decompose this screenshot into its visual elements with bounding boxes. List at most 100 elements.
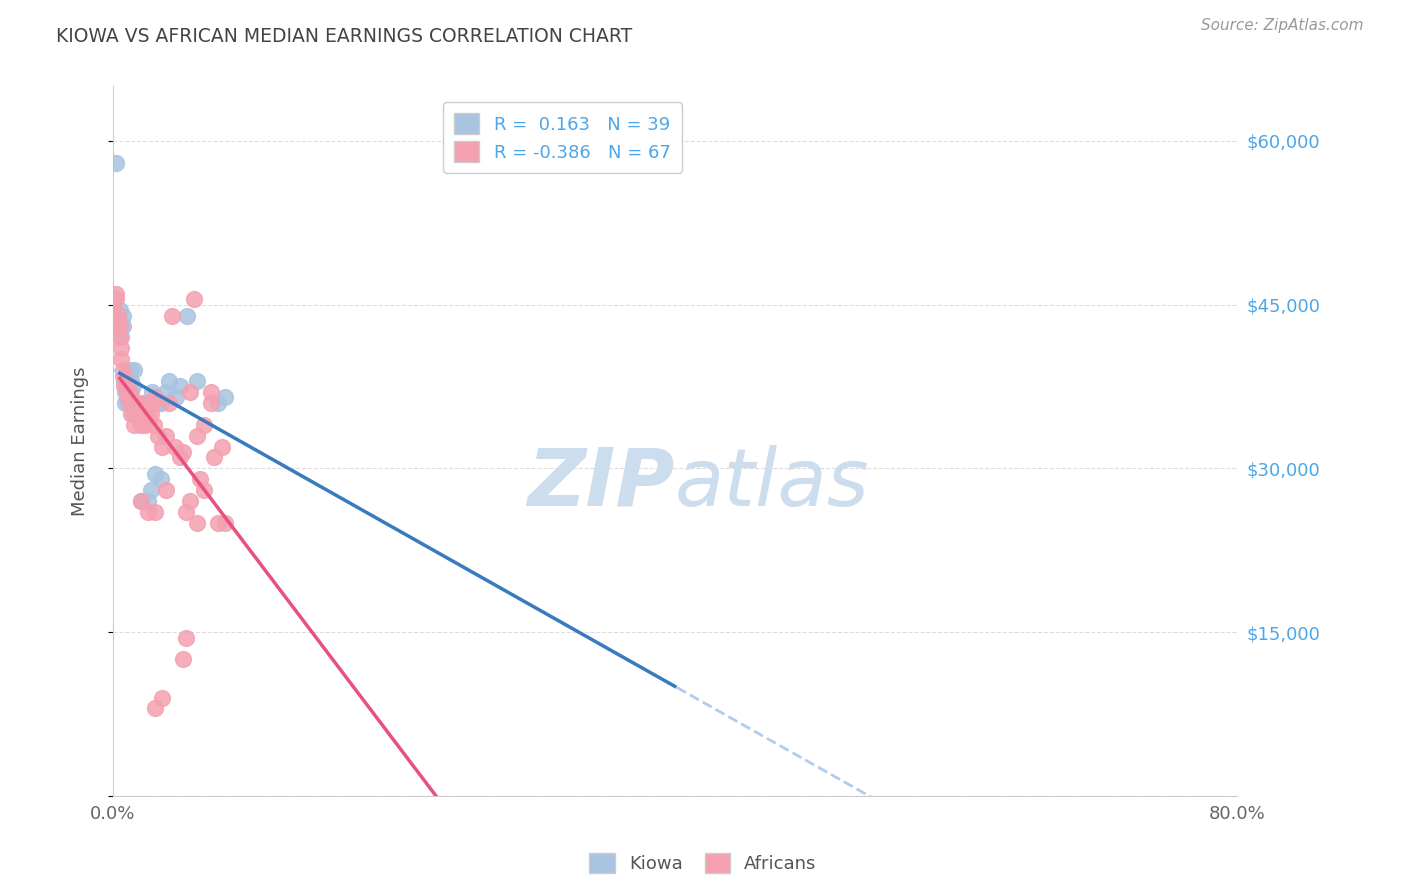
- Point: [111, 363, 134, 377]
- Point: [120, 374, 142, 388]
- Point: [111, 319, 134, 334]
- Point: [150, 690, 173, 705]
- Point: [134, 417, 156, 432]
- Point: [207, 516, 229, 530]
- Point: [118, 396, 141, 410]
- Text: KIOWA VS AFRICAN MEDIAN EARNINGS CORRELATION CHART: KIOWA VS AFRICAN MEDIAN EARNINGS CORRELA…: [56, 27, 633, 45]
- Point: [127, 401, 149, 416]
- Point: [122, 363, 145, 377]
- Point: [122, 407, 145, 421]
- Point: [211, 440, 233, 454]
- Point: [132, 412, 155, 426]
- Point: [108, 303, 131, 318]
- Point: [115, 384, 138, 399]
- Point: [174, 505, 197, 519]
- Point: [169, 450, 191, 465]
- Point: [179, 384, 201, 399]
- Point: [142, 417, 165, 432]
- Point: [103, 303, 125, 318]
- Text: Source: ZipAtlas.com: Source: ZipAtlas.com: [1201, 18, 1364, 33]
- Point: [160, 309, 183, 323]
- Point: [112, 374, 135, 388]
- Point: [107, 319, 129, 334]
- Text: ZIP: ZIP: [527, 444, 675, 523]
- Point: [115, 374, 138, 388]
- Point: [124, 396, 146, 410]
- Point: [179, 494, 201, 508]
- Point: [118, 384, 141, 399]
- Legend: R =  0.163   N = 39, R = -0.386   N = 67: R = 0.163 N = 39, R = -0.386 N = 67: [443, 103, 682, 173]
- Point: [186, 516, 208, 530]
- Point: [112, 379, 135, 393]
- Y-axis label: Median Earnings: Median Earnings: [72, 367, 89, 516]
- Point: [139, 407, 162, 421]
- Point: [110, 341, 132, 355]
- Point: [143, 391, 166, 405]
- Point: [183, 292, 205, 306]
- Point: [155, 428, 177, 442]
- Point: [114, 374, 136, 388]
- Point: [115, 391, 138, 405]
- Point: [186, 374, 208, 388]
- Point: [214, 391, 236, 405]
- Point: [200, 384, 222, 399]
- Point: [121, 379, 143, 393]
- Point: [114, 396, 136, 410]
- Point: [146, 396, 169, 410]
- Point: [110, 330, 132, 344]
- Point: [155, 483, 177, 498]
- Point: [200, 396, 222, 410]
- Point: [138, 412, 160, 426]
- Point: [174, 631, 197, 645]
- Point: [172, 652, 194, 666]
- Text: atlas: atlas: [675, 444, 870, 523]
- Point: [104, 292, 127, 306]
- Point: [117, 391, 139, 405]
- Point: [111, 368, 134, 383]
- Point: [214, 516, 236, 530]
- Point: [121, 396, 143, 410]
- Point: [105, 314, 128, 328]
- Point: [150, 440, 173, 454]
- Point: [127, 396, 149, 410]
- Point: [110, 352, 132, 367]
- Point: [108, 319, 131, 334]
- Point: [172, 445, 194, 459]
- Point: [108, 319, 131, 334]
- Point: [125, 407, 148, 421]
- Point: [104, 155, 127, 169]
- Point: [105, 309, 128, 323]
- Point: [143, 505, 166, 519]
- Point: [104, 286, 127, 301]
- Point: [136, 401, 159, 416]
- Point: [193, 483, 215, 498]
- Point: [118, 363, 141, 377]
- Point: [129, 417, 152, 432]
- Point: [157, 374, 180, 388]
- Point: [186, 428, 208, 442]
- Point: [141, 396, 163, 410]
- Point: [149, 396, 172, 410]
- Point: [143, 701, 166, 715]
- Point: [193, 417, 215, 432]
- Point: [124, 401, 146, 416]
- Point: [129, 494, 152, 508]
- Point: [155, 384, 177, 399]
- Point: [149, 472, 172, 486]
- Point: [176, 309, 198, 323]
- Point: [120, 384, 142, 399]
- Point: [165, 391, 187, 405]
- Point: [169, 379, 191, 393]
- Point: [114, 384, 136, 399]
- Point: [136, 494, 159, 508]
- Point: [132, 396, 155, 410]
- Point: [157, 396, 180, 410]
- Point: [202, 450, 225, 465]
- Point: [127, 396, 149, 410]
- Point: [207, 396, 229, 410]
- Point: [129, 494, 152, 508]
- Point: [117, 368, 139, 383]
- Point: [117, 396, 139, 410]
- Point: [108, 330, 131, 344]
- Point: [188, 472, 211, 486]
